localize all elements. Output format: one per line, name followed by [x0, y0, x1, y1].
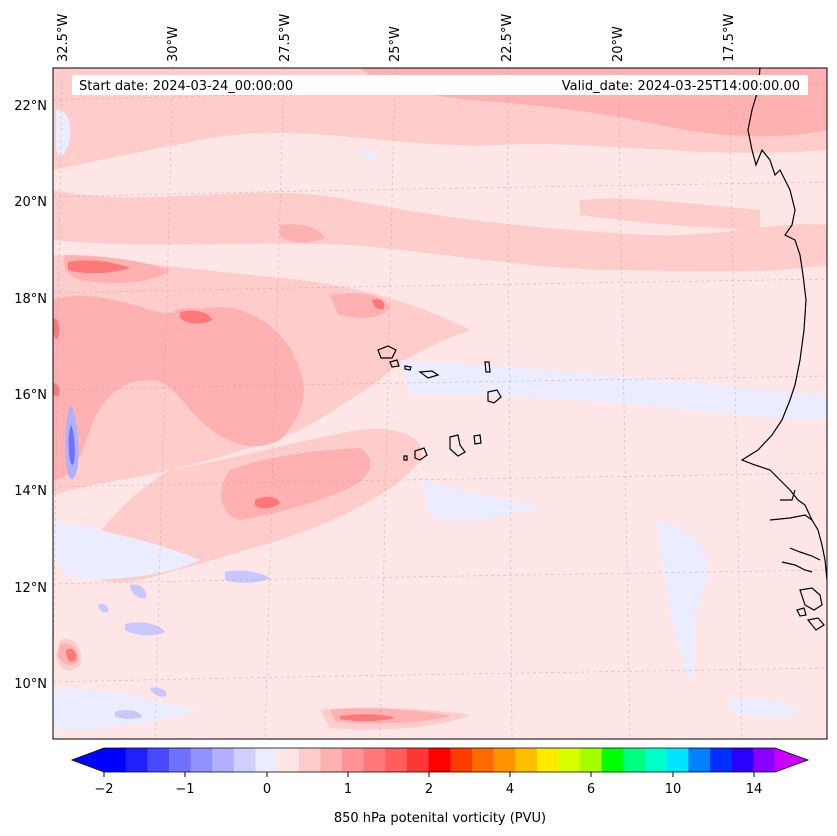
colorbar-cell	[233, 748, 256, 772]
colorbar-tick-label: 1	[344, 782, 352, 797]
colorbar-cell	[147, 748, 170, 772]
cape-verde-islands	[377, 345, 502, 461]
colorbar-tick-label: −1	[175, 782, 194, 797]
colorbar-tick-label: 14	[746, 782, 763, 797]
pv-contours-negative-medium	[98, 570, 270, 719]
colorbar-label: 850 hPa potenital vorticity (PVU)	[334, 811, 546, 826]
colorbar-under-arrow	[72, 748, 104, 772]
pv-contours-negative-light	[53, 109, 827, 730]
lat-label: 16°N	[14, 388, 47, 403]
map-frame	[52, 67, 828, 740]
colorbar-tick-label: −2	[94, 782, 113, 797]
colorbar-cell	[125, 748, 148, 772]
colorbar-cell	[298, 748, 321, 772]
lat-label: 10°N	[14, 677, 47, 692]
pv-contours-negative-strong	[65, 405, 79, 480]
latitude-labels: 22°N 20°N 18°N 16°N 14°N 12°N 10°N	[14, 99, 47, 692]
lon-label: 30°W	[166, 26, 181, 62]
colorbar-cell	[363, 748, 386, 772]
valid-date-text: Valid_date: 2024-03-25T14:00:00.00	[562, 79, 800, 94]
lon-label: 25°W	[388, 26, 403, 62]
lat-label: 12°N	[14, 581, 47, 596]
colorbar-cell	[493, 748, 516, 772]
colorbar-over-arrow	[775, 748, 808, 772]
lon-label: 27.5°W	[278, 14, 293, 62]
lon-label: 17.5°W	[722, 14, 737, 62]
colorbar-cells	[104, 748, 776, 772]
colorbar-cell	[623, 748, 646, 772]
colorbar-tick-label: 0	[263, 782, 271, 797]
colorbar-cell	[385, 748, 408, 772]
colorbar-cell	[601, 748, 624, 772]
colorbar-cell	[104, 748, 127, 772]
colorbar-cell	[710, 748, 733, 772]
colorbar-cell	[407, 748, 430, 772]
colorbar-cell	[212, 748, 235, 772]
colorbar-cell	[471, 748, 495, 772]
colorbar-cell	[558, 748, 581, 772]
colorbar-tick-label: 4	[506, 782, 514, 797]
date-info-box	[72, 75, 808, 95]
guinea-bissau-islands	[796, 587, 825, 631]
colorbar-tick-label: 10	[665, 782, 682, 797]
colorbar-cell	[342, 748, 365, 772]
colorbar-cell	[666, 748, 689, 772]
colorbar-ticks	[103, 772, 755, 777]
colorbar-tick-labels: −2 −1 0 1 2 4 6 10 14	[94, 782, 762, 797]
longitude-labels: 32.5°W 30°W 27.5°W 25°W 22.5°W 20°W 17.5…	[56, 14, 737, 62]
colorbar-cell	[255, 748, 278, 772]
colorbar-cell	[428, 748, 451, 772]
lat-label: 14°N	[14, 484, 47, 499]
colorbar-cell	[731, 748, 754, 772]
colorbar-cell	[190, 748, 213, 772]
lat-label: 22°N	[14, 99, 47, 114]
colorbar-tick-label: 6	[587, 782, 595, 797]
lat-label: 20°N	[14, 195, 47, 210]
start-date-text: Start date: 2024-03-24_00:00:00	[79, 79, 293, 94]
colorbar-cell	[580, 748, 603, 772]
colorbar-cell	[645, 748, 668, 772]
colorbar-cell	[277, 748, 300, 772]
africa-coastline	[740, 68, 827, 581]
colorbar-cell	[536, 748, 559, 772]
map-panel	[53, 68, 827, 739]
lon-label: 32.5°W	[56, 14, 71, 62]
colorbar-cell	[753, 748, 776, 772]
lat-label: 18°N	[14, 292, 47, 307]
colorbar-cell	[450, 748, 473, 772]
colorbar-tick-label: 2	[425, 782, 433, 797]
lon-label: 22.5°W	[500, 14, 515, 62]
colorbar-cell	[688, 748, 711, 772]
colorbar-cell	[515, 748, 538, 772]
colorbar	[70, 747, 810, 773]
senegal-gambia-outline	[769, 489, 821, 573]
colorbar-cell	[168, 748, 191, 772]
lon-label: 20°W	[611, 26, 626, 62]
colorbar-cell	[320, 748, 343, 772]
